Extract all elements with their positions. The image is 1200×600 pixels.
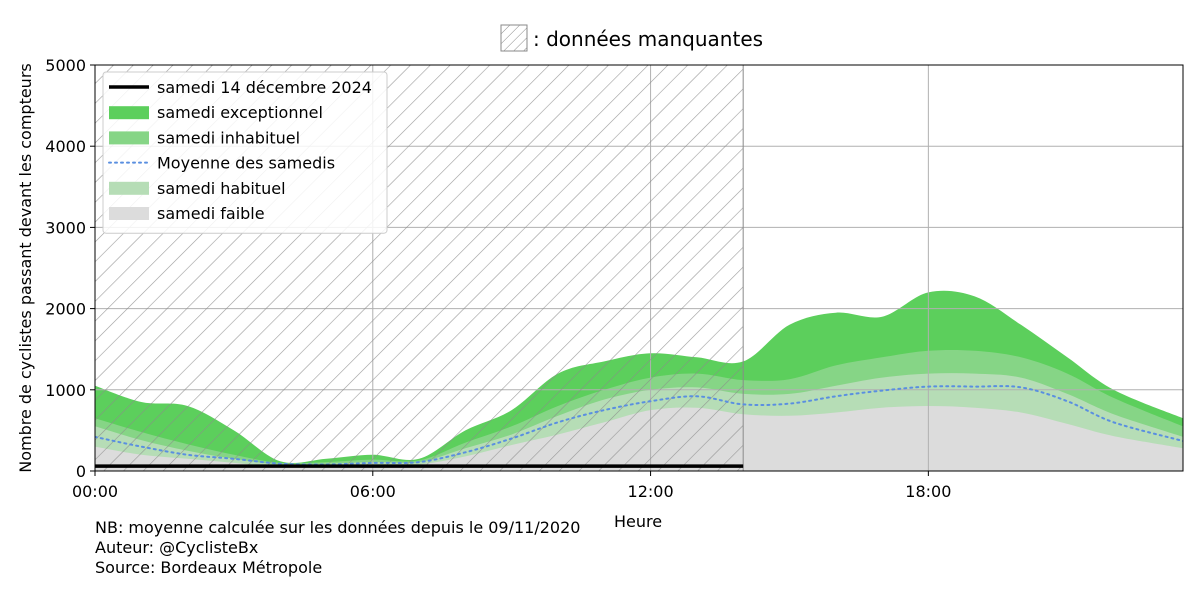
- legend-swatch-samedi-faible: [109, 207, 149, 220]
- x-axis-label: Heure: [614, 512, 662, 531]
- y-tick-label: 5000: [45, 56, 86, 75]
- line-moyenne-des-samedis: [95, 385, 1183, 466]
- footnotes: NB: moyenne calculée sur les données dep…: [95, 518, 580, 578]
- footnote-nb: NB: moyenne calculée sur les données dep…: [95, 518, 581, 537]
- x-tick-label: 12:00: [628, 482, 674, 501]
- x-axis: 00:00 06:00 12:00 18:00: [72, 471, 951, 501]
- legend-swatch-samedi-habituel: [109, 181, 149, 195]
- x-tick-label: 06:00: [350, 482, 396, 501]
- legend-label-samedi-faible: samedi faible: [157, 204, 265, 223]
- y-tick-label: 1000: [45, 381, 86, 400]
- legend: samedi 14 décembre 2024 samedi exceptionn…: [102, 71, 388, 234]
- y-tick-label: 4000: [45, 137, 86, 156]
- y-tick-label: 3000: [45, 218, 86, 237]
- plot-frame: [94, 64, 1184, 472]
- legend-label-samedi-exceptionnel: samedi exceptionnel: [157, 103, 323, 122]
- missing-data-label: : données manquantes: [533, 27, 763, 51]
- y-axis: 0 1000 2000 3000 4000 5000: [45, 56, 95, 481]
- footnote-source: Source: Bordeaux Métropole: [95, 558, 323, 577]
- legend-label-moyenne-des-samedis: Moyenne des samedis: [157, 154, 335, 173]
- legend-swatch-samedi-inhabituel: [109, 131, 149, 145]
- missing-data-swatch: [500, 24, 528, 52]
- y-tick-label: 0: [76, 462, 86, 481]
- x-tick-label: 18:00: [905, 482, 951, 501]
- series-lines: [95, 385, 1183, 468]
- legend-label-samedi-14-decembre-2024: samedi 14 décembre 2024: [157, 78, 372, 97]
- legend-swatch-samedi-exceptionnel: [109, 106, 149, 120]
- legend-box: [102, 71, 388, 234]
- y-axis-label: Nombre de cyclistes passant devant les c…: [16, 63, 35, 473]
- legend-label-samedi-habituel: samedi habituel: [157, 179, 286, 198]
- legend-label-samedi-inhabituel: samedi inhabituel: [157, 128, 300, 147]
- y-tick-label: 2000: [45, 300, 86, 319]
- x-tick-label: 00:00: [72, 482, 118, 501]
- footnote-author: Auteur: @CyclisteBx: [95, 538, 259, 557]
